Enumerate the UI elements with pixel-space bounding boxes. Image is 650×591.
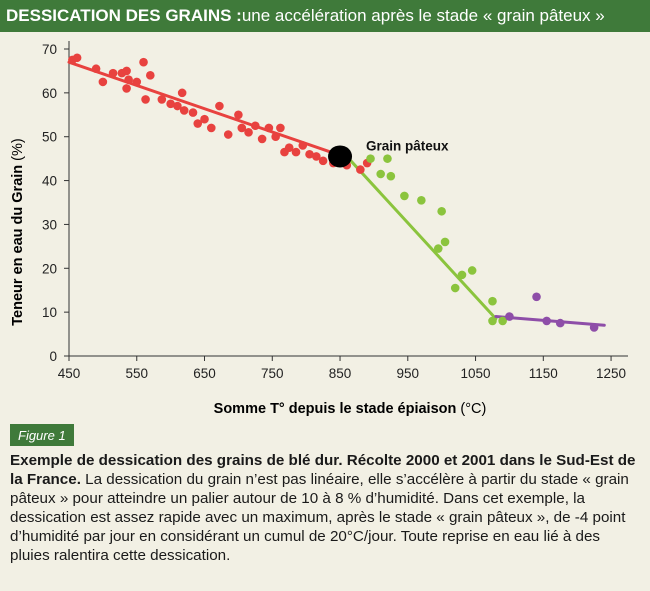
y-tick-label: 0: [49, 349, 57, 364]
header-title-bold: DESSICATION DES GRAINS :: [6, 6, 242, 25]
data-point: [488, 316, 497, 326]
data-point: [98, 77, 108, 87]
data-point: [505, 312, 514, 321]
data-point: [237, 123, 247, 133]
y-axis-label-main: Teneur en eau du Grain: [10, 165, 26, 326]
annotation-layer: Grain pâteux: [328, 138, 449, 168]
y-tick-label: 60: [42, 86, 57, 101]
data-point: [555, 318, 565, 328]
y-tick-label: 20: [42, 261, 57, 276]
data-point: [312, 152, 321, 161]
x-tick-label: 1150: [529, 366, 558, 381]
figure-header: DESSICATION DES GRAINS : une accélératio…: [0, 0, 650, 32]
chart-axes: 0 10 20 30 40 50 60 70 450 550 650 750 850 950 1050 115…: [42, 41, 628, 381]
data-point: [166, 99, 175, 109]
x-axis-label-main: Somme T° depuis le stade épiaison: [214, 401, 457, 417]
data-point: [72, 53, 82, 63]
data-point: [223, 130, 233, 139]
data-point: [146, 71, 155, 80]
data-point: [141, 95, 150, 104]
x-tick-label: 450: [58, 366, 81, 381]
data-point: [244, 128, 253, 137]
data-point: [122, 66, 131, 76]
x-axis-label: Somme T° depuis le stade épiaison (°C): [214, 401, 487, 417]
data-point: [132, 77, 142, 87]
data-point: [498, 316, 507, 326]
data-point: [177, 88, 187, 98]
data-point: [318, 156, 328, 166]
data-point: [257, 134, 267, 144]
data-point: [417, 196, 426, 205]
data-point: [376, 169, 385, 179]
data-point: [122, 84, 131, 93]
x-tick-label: 1250: [596, 366, 626, 381]
y-tick-label: 10: [42, 305, 57, 320]
data-point: [200, 114, 209, 124]
trend-lines: [67, 60, 606, 327]
y-tick-label: 40: [42, 174, 57, 189]
data-point: [188, 108, 198, 117]
data-point: [193, 119, 203, 128]
data-point: [437, 206, 446, 216]
data-point: [532, 292, 541, 302]
svg-text:Teneur en eau du Grain (%): Teneur en eau du Grain (%): [10, 138, 26, 325]
data-point: [179, 106, 189, 115]
grain-pateux-label: Grain pâteux: [366, 138, 449, 153]
x-tick-label: 550: [125, 366, 148, 381]
data-point: [139, 57, 148, 67]
data-point: [234, 110, 243, 120]
x-tick-label: 750: [261, 366, 284, 381]
y-axis-label-unit: (%): [10, 138, 26, 165]
y-tick-label: 70: [42, 42, 57, 57]
data-point: [271, 132, 280, 142]
grain-pateux-marker: [328, 145, 353, 168]
y-tick-label: 30: [42, 217, 57, 232]
data-point: [457, 270, 467, 280]
y-axis-label: Teneur en eau du Grain (%): [10, 138, 26, 325]
data-point: [366, 154, 375, 163]
data-point: [215, 101, 224, 111]
figure-caption: Exemple de dessication des grains de blé…: [10, 451, 640, 565]
data-point: [433, 244, 443, 253]
x-tick-label: 1050: [461, 366, 491, 381]
y-tick-label: 50: [42, 130, 57, 145]
data-point: [383, 154, 392, 163]
trend-line-2: [345, 154, 498, 321]
data-point: [157, 95, 167, 104]
data-point: [108, 68, 118, 78]
caption-bold: Exemple de dessication des grains de blé…: [10, 452, 636, 488]
data-point: [173, 101, 182, 111]
trend-line-1: [67, 60, 345, 158]
header-title-rest: une accélération après le stade « grain …: [241, 6, 605, 25]
data-point: [356, 165, 365, 174]
data-point: [386, 171, 396, 181]
data-point: [589, 323, 599, 332]
data-point: [206, 123, 216, 133]
figure-label: Figure 1: [10, 424, 74, 446]
data-point: [542, 316, 551, 326]
desiccation-chart: 0 10 20 30 40 50 60 70 450 550 650 750 850 950 1050 115…: [10, 41, 628, 417]
data-point: [400, 191, 409, 201]
data-point: [305, 149, 314, 159]
data-point: [440, 237, 450, 247]
data-point: [284, 143, 294, 152]
x-axis-label-unit: (°C): [456, 401, 486, 417]
data-point: [124, 75, 133, 84]
data-point: [450, 283, 460, 293]
data-point: [298, 141, 308, 150]
data-point: [467, 266, 477, 275]
data-point: [264, 123, 274, 133]
x-tick-label: 650: [193, 366, 216, 381]
data-points: [68, 53, 599, 332]
data-point: [251, 121, 260, 131]
data-point: [276, 123, 285, 133]
x-tick-label: 850: [329, 366, 352, 381]
data-point: [488, 296, 497, 306]
caption-text: La dessication du grain n’est pas linéai…: [10, 471, 629, 564]
data-point: [291, 147, 301, 157]
data-point: [91, 64, 101, 74]
x-tick-label: 950: [397, 366, 420, 381]
